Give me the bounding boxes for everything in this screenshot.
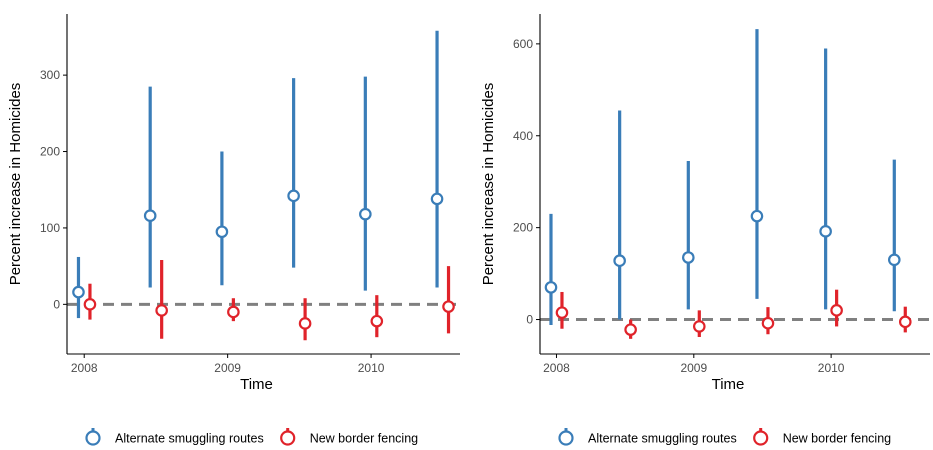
x-tick-label: 2008	[71, 361, 98, 375]
y-tick-label: 400	[513, 129, 533, 143]
legend-label-alternate: Alternate smuggling routes	[115, 432, 264, 446]
data-point-fencing	[624, 323, 637, 336]
x-tick-label: 2010	[818, 361, 845, 375]
data-point-fencing	[830, 304, 843, 317]
data-point-fencing	[227, 305, 240, 319]
legend-key-alternate	[85, 430, 101, 446]
x-tick-label: 2008	[543, 361, 570, 375]
data-point-alternate	[215, 225, 229, 239]
data-point-alternate	[682, 251, 695, 264]
legend-label-alternate: Alternate smuggling routes	[588, 432, 737, 446]
data-point-alternate	[544, 281, 558, 294]
data-point-alternate	[819, 225, 832, 238]
data-point-fencing	[761, 316, 775, 330]
legend-key-fencing	[753, 430, 769, 446]
x-tick-label: 2009	[680, 361, 707, 375]
y-tick-label: 300	[40, 68, 60, 82]
series-alternate	[544, 29, 901, 326]
y-tick-label: 600	[513, 37, 533, 51]
y-tick-label: 0	[53, 297, 60, 311]
data-point-alternate	[750, 209, 764, 223]
legend-label-fencing: New border fencing	[310, 432, 418, 446]
data-point-alternate	[287, 189, 300, 203]
y-tick-label: 200	[40, 145, 60, 159]
data-point-fencing	[898, 315, 912, 329]
data-point-fencing	[155, 304, 168, 317]
x-tick-label: 2009	[214, 361, 241, 375]
data-point-alternate	[72, 285, 85, 299]
series-fencing	[555, 289, 912, 339]
x-axis-title: Time	[712, 376, 745, 393]
y-tick-label: 100	[40, 221, 60, 235]
legend-key-fencing	[280, 430, 296, 446]
data-point-alternate	[143, 209, 157, 223]
x-tick-label: 2010	[358, 361, 385, 375]
data-point-fencing	[298, 317, 312, 330]
y-axis-title: Percent increase in Homicides	[7, 83, 24, 286]
y-axis-title: Percent increase in Homicides	[480, 83, 497, 286]
data-point-fencing	[555, 306, 569, 319]
series-fencing	[83, 260, 455, 341]
chart-panel-1: 0 100 200 300 2008 2009 2010 Time Percent increa…	[7, 14, 460, 446]
series-alternate	[72, 30, 444, 319]
x-axis-title: Time	[240, 376, 273, 393]
y-tick-label: 0	[526, 313, 533, 327]
data-point-fencing	[370, 314, 384, 328]
data-point-alternate	[613, 254, 626, 268]
legend-label-fencing: New border fencing	[783, 432, 891, 446]
y-tick-label: 200	[513, 221, 533, 235]
data-point-alternate	[359, 207, 372, 221]
legend: Alternate smuggling routes New border fen…	[558, 428, 891, 446]
data-point-fencing	[692, 320, 706, 333]
legend: Alternate smuggling routes New border fen…	[85, 428, 418, 446]
data-point-alternate	[430, 192, 444, 206]
chart-panel-2: 0 200 400 600 2008 2009 2010 Time Percent increa…	[480, 14, 930, 446]
data-point-fencing	[83, 298, 97, 311]
data-point-alternate	[887, 253, 901, 267]
legend-key-alternate	[558, 430, 574, 446]
data-point-fencing	[442, 300, 455, 313]
